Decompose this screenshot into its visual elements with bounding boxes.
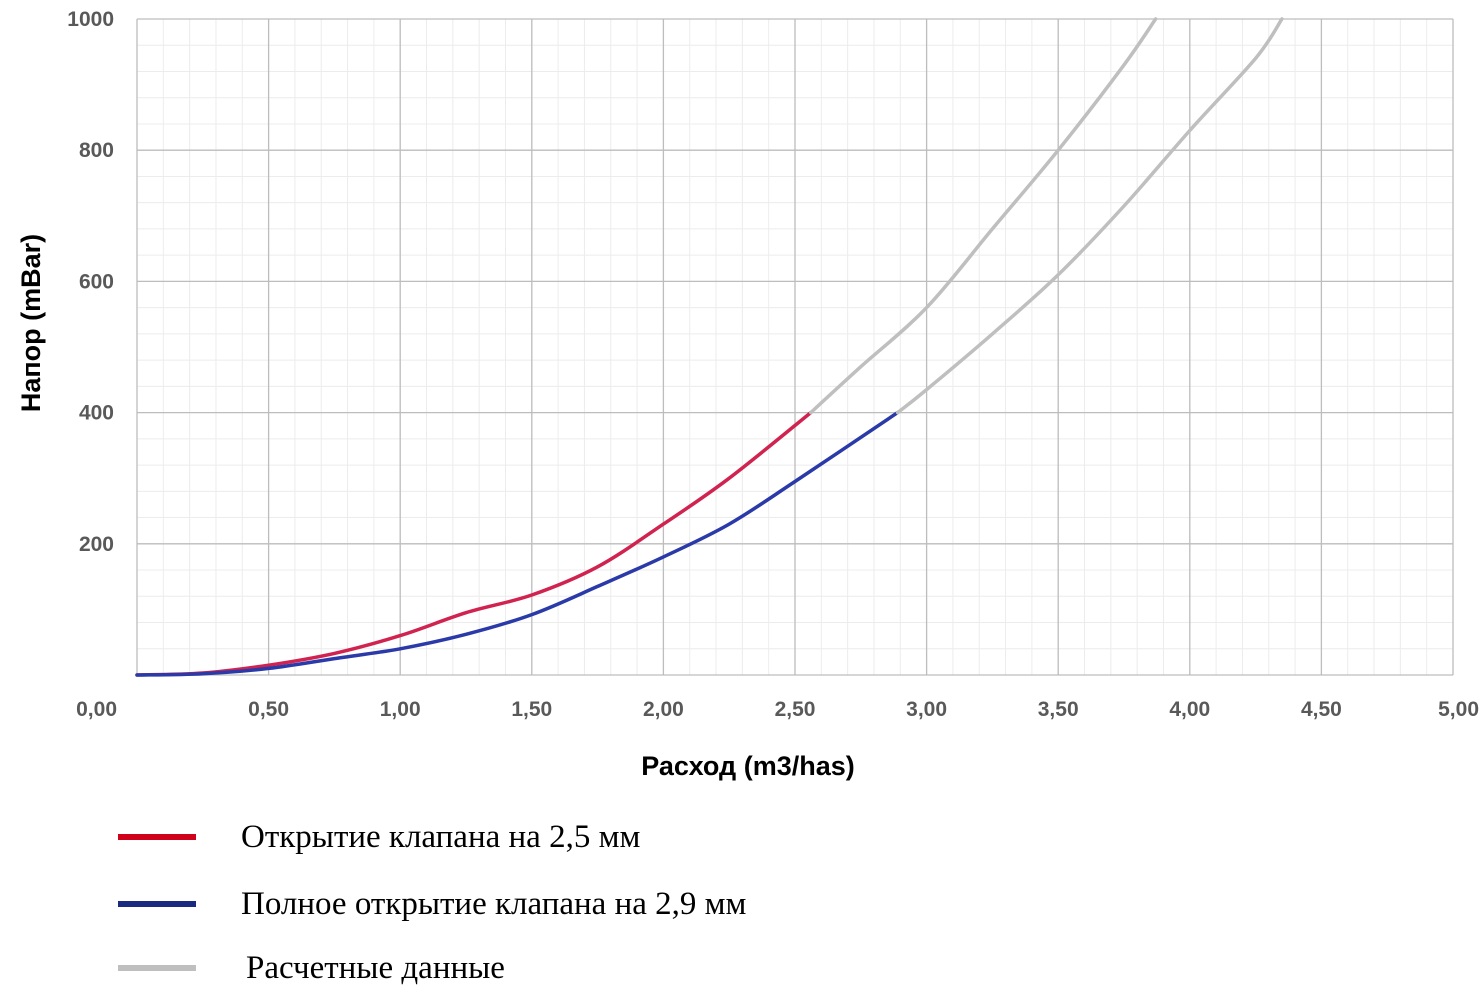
x-tick-label: 3,50 — [1038, 698, 1079, 721]
x-tick-label: 0,00 — [76, 698, 117, 721]
series-line-3 — [809, 17, 1158, 415]
y-tick-label: 1000 — [67, 8, 114, 31]
series-line-1 — [135, 410, 813, 677]
y-axis-title: Напор (mBar) — [16, 234, 46, 412]
x-tick-label: 4,50 — [1301, 698, 1342, 721]
x-tick-label: 2,50 — [775, 698, 816, 721]
x-tick-label: 1,50 — [511, 698, 552, 721]
legend-label: Открытие клапана на 2,5 мм — [241, 819, 640, 855]
x-tick-label: 1,00 — [380, 698, 421, 721]
y-tick-label: 800 — [79, 139, 114, 162]
y-tick-label: 600 — [79, 270, 114, 293]
series-line-2 — [135, 410, 900, 677]
legend-label: Расчетные данные — [246, 950, 505, 986]
x-axis-title: Расход (m3/has) — [641, 751, 854, 781]
x-tick-label: 0,50 — [248, 698, 289, 721]
x-tick-labels: 0,00 0,50 1,00 1,50 2,00 2,50 3,00 3,50 4,00 4,50… — [76, 698, 1479, 721]
y-tick-labels: 200 400 600 800 1000 — [67, 8, 114, 556]
legend-label: Полное открытие клапана на 2,9 мм — [241, 886, 747, 922]
x-tick-label: 2,00 — [643, 698, 684, 721]
x-tick-label: 5,00 — [1438, 698, 1479, 721]
y-tick-label: 400 — [79, 402, 114, 425]
series-line-4 — [895, 17, 1284, 415]
major-gridlines — [136, 18, 1454, 676]
series-lines — [135, 17, 1284, 677]
legend: Открытие клапана на 2,5 мм Полное открыти… — [118, 819, 747, 986]
y-tick-label: 200 — [79, 533, 114, 556]
x-tick-label: 3,00 — [906, 698, 947, 721]
x-tick-label: 4,00 — [1169, 698, 1210, 721]
